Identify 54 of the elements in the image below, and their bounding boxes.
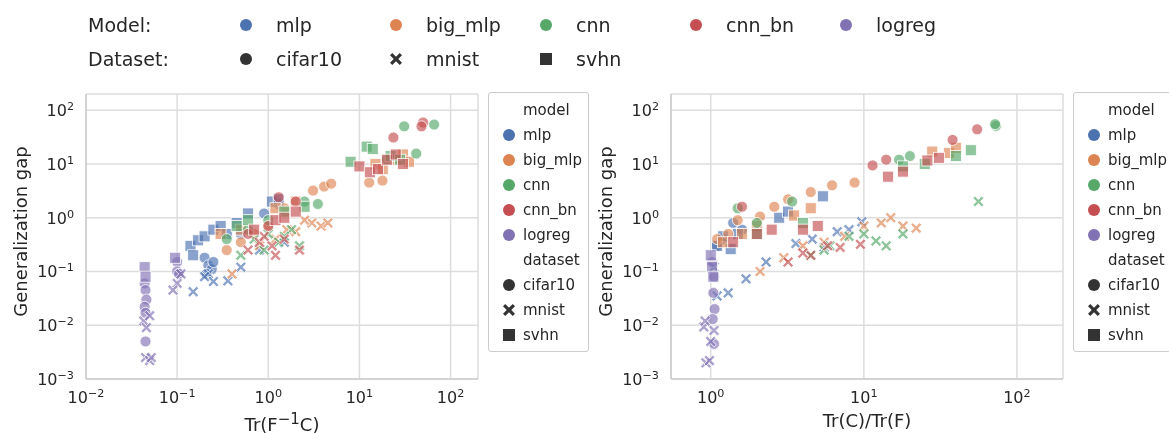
legend-label: big_mlp	[523, 150, 583, 169]
text: svhn	[576, 48, 622, 70]
x-tick-label: 10$^{1}$	[850, 386, 878, 407]
text: Dataset:	[88, 48, 170, 70]
y-tick-label: 10$^{0}$	[631, 207, 659, 228]
text: mlp	[523, 125, 552, 144]
x-tick-label: 10$^{1}$	[345, 386, 374, 407]
x-tick-label: 10$^{−1}$	[158, 386, 196, 407]
text: svhn	[523, 325, 559, 344]
x-tick-label: 10$^{0}$	[254, 386, 283, 407]
text: svhn	[1108, 325, 1144, 344]
legend-label: logreg	[1108, 225, 1156, 244]
text: model	[523, 100, 570, 119]
text: cifar10	[1108, 275, 1161, 294]
text: model	[1108, 100, 1155, 119]
y-axis-title: Generalization gap	[594, 146, 616, 317]
text: cnn_bn	[726, 14, 795, 36]
text: logreg	[876, 14, 937, 36]
y-tick-label: 10$^{−3}$	[622, 368, 659, 389]
y-tick-label: 10$^{−2}$	[622, 314, 659, 336]
y-tick-label: 10$^{2}$	[631, 99, 659, 121]
text: cifar10	[523, 275, 576, 294]
text: dataset	[1108, 250, 1165, 269]
y-tick-label: 10$^{−3}$	[37, 368, 74, 389]
legend-label: mlp	[1108, 125, 1137, 144]
text: cifar10	[276, 48, 343, 70]
x-axis-title: Tr(F$^{−1}$C)	[243, 410, 321, 433]
x-tick-label: 10$^{2}$	[436, 386, 465, 407]
legend-label: mlp	[276, 14, 312, 36]
x-tick-label: 10$^{0}$	[697, 386, 725, 407]
x-tick-label: 10$^{2}$	[1003, 386, 1031, 407]
legend-label: cnn	[523, 175, 551, 194]
y-tick-label: 10$^{−1}$	[622, 260, 659, 282]
text: mnist	[523, 300, 565, 319]
legend-label: logreg	[523, 225, 571, 244]
text: dataset	[523, 250, 580, 269]
y-axis-title: Generalization gap	[9, 146, 31, 317]
text: big_mlp	[426, 14, 501, 36]
text: Model:	[88, 14, 153, 36]
legend-label: cnn_bn	[523, 200, 577, 219]
text: mnist	[1108, 300, 1150, 319]
y-tick-label: 10$^{1}$	[46, 153, 74, 174]
text: mnist	[426, 48, 480, 70]
text: cnn	[576, 14, 611, 36]
y-tick-label: 10$^{2}$	[46, 99, 74, 121]
legend-label: big_mlp	[1108, 150, 1168, 169]
legend-label: cnn	[1108, 175, 1136, 194]
y-tick-label: 10$^{−2}$	[37, 314, 74, 336]
x-axis-title: Tr(C)/Tr(F)	[821, 410, 913, 431]
y-tick-label: 10$^{1}$	[631, 153, 659, 174]
y-tick-label: 10$^{0}$	[46, 207, 74, 228]
x-tick-label: 10$^{−2}$	[67, 386, 105, 407]
legend-label: cnn_bn	[1108, 200, 1162, 219]
y-tick-label: 10$^{−1}$	[37, 260, 74, 282]
